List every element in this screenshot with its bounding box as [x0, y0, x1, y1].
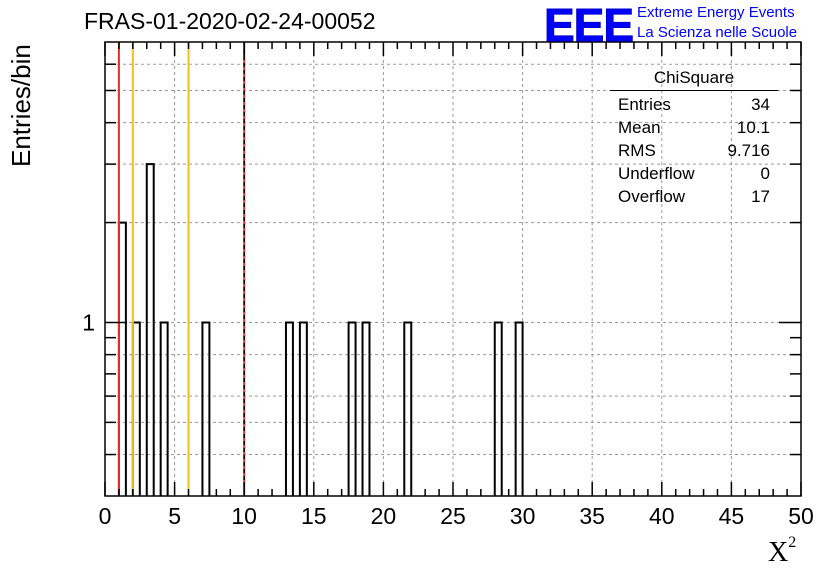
stats-label: Overflow [618, 187, 686, 206]
x-tick-label: 45 [719, 503, 745, 529]
x-tick-label: 40 [649, 503, 675, 529]
histogram-bar [201, 321, 211, 496]
stats-row-underflow: Underflow 0 [610, 162, 778, 185]
histogram-bar [298, 321, 308, 496]
histogram-bar [514, 321, 524, 496]
y-axis-label: Entries/bin [6, 44, 36, 167]
grid-lines [105, 42, 801, 496]
stats-label: RMS [618, 141, 656, 160]
x-tick-label: 35 [579, 503, 605, 529]
eee-logo: EEE [543, 0, 634, 51]
x-axis-label-superscript: 2 [788, 534, 797, 551]
threshold-lines [117, 42, 246, 496]
histogram-bars [117, 163, 524, 496]
x-axis-label: X2 [768, 534, 796, 569]
plot-frame [104, 41, 802, 497]
logo-text-line2: La Scienza nelle Scuole [637, 24, 798, 41]
stats-value: 0 [760, 164, 770, 183]
histogram-bar [284, 321, 294, 496]
axis-ticks [104, 42, 802, 496]
stats-box-title: ChiSquare [610, 66, 778, 91]
x-tick-label: 15 [301, 503, 327, 529]
histogram-bar [361, 321, 371, 496]
stats-label: Underflow [618, 164, 695, 183]
histogram-bar [347, 321, 357, 496]
stats-value: 17 [751, 187, 770, 206]
x-tick-label: 10 [231, 503, 257, 529]
stats-row-rms: RMS 9.716 [610, 139, 778, 162]
histogram-bar [403, 321, 413, 496]
stats-row-mean: Mean 10.1 [610, 116, 778, 139]
stats-value: 34 [751, 95, 770, 114]
stats-value: 9.716 [727, 141, 770, 160]
stats-row-entries: Entries 34 [610, 93, 778, 116]
y-tick-label: 1 [82, 309, 95, 335]
histogram-bar [131, 321, 141, 496]
stats-box: ChiSquare Entries 34 Mean 10.1 RMS 9.716… [610, 66, 778, 208]
histogram-bar [145, 163, 155, 496]
x-tick-label: 50 [788, 503, 814, 529]
stats-value: 10.1 [736, 118, 770, 137]
stats-label: Entries [618, 95, 671, 114]
chart-title: FRAS-01-2020-02-24-00052 [84, 8, 376, 34]
logo-text-line1: Extreme Energy Events [637, 4, 795, 21]
stats-label: Mean [618, 118, 661, 137]
x-tick-label: 5 [168, 503, 181, 529]
histogram-bar [159, 321, 169, 496]
x-tick-label: 0 [99, 503, 112, 529]
histogram-bar [493, 321, 503, 496]
axis-tick-labels: 0 5 10 15 20 25 30 35 40 45 50 1 [82, 309, 814, 529]
x-tick-label: 20 [371, 503, 397, 529]
x-axis-label-base: X [768, 537, 789, 568]
x-tick-label: 30 [510, 503, 536, 529]
stats-row-overflow: Overflow 17 [610, 185, 778, 208]
x-tick-label: 25 [440, 503, 466, 529]
